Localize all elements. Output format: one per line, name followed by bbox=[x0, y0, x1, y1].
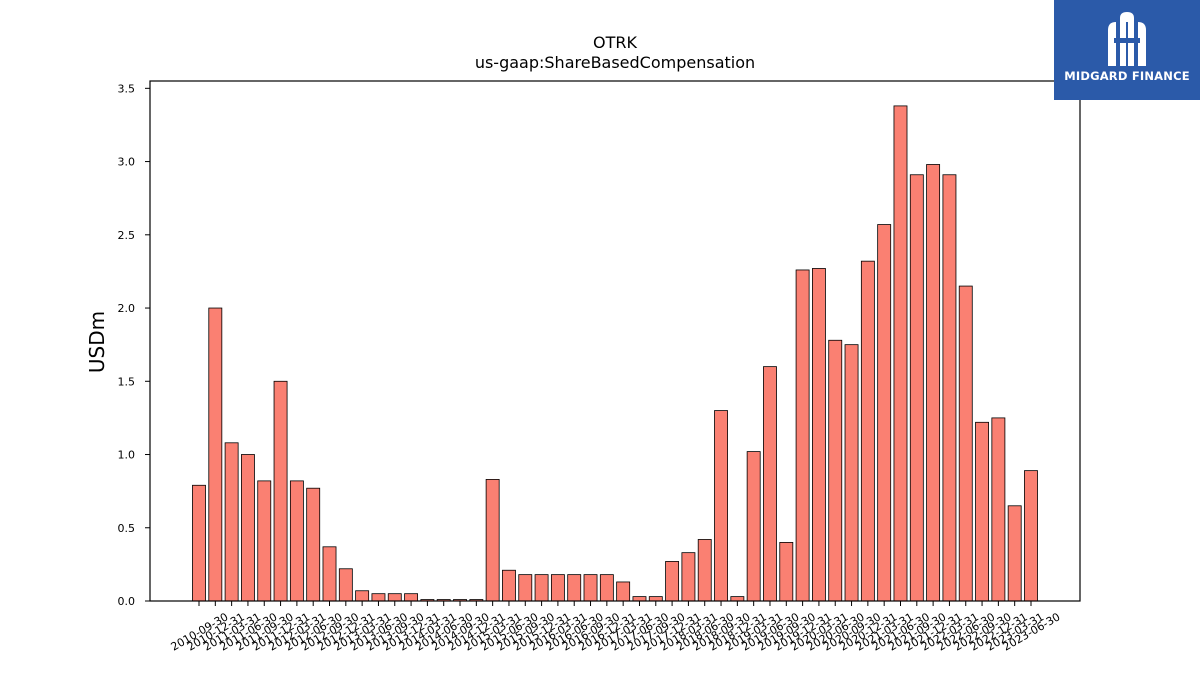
bar-2022-03-31 bbox=[942, 174, 957, 602]
bars-group bbox=[192, 105, 1038, 602]
x-ticks-group: 2010-09-302010-12-312011-03-312011-06-30… bbox=[169, 601, 1063, 654]
bar-2012-06-30 bbox=[306, 487, 321, 602]
bar-2020-12-31 bbox=[860, 260, 875, 602]
bar-2015-09-30 bbox=[518, 574, 533, 602]
chart-subtitle: us-gaap:ShareBasedCompensation bbox=[475, 53, 755, 72]
bar-2016-09-30 bbox=[583, 574, 598, 602]
bar-2010-12-31 bbox=[208, 307, 223, 602]
y-ticks-group: 0.0 0.5 1.0 1.5 2.0 2.5 3.0 3.5 bbox=[118, 82, 150, 608]
bar-2011-06-30 bbox=[241, 454, 255, 602]
bar-2013-09-30 bbox=[387, 593, 402, 602]
bar-2020-09-30 bbox=[844, 344, 859, 602]
y-tick-label: 3.0 bbox=[118, 156, 136, 169]
bar-2021-03-31 bbox=[877, 224, 892, 602]
plot-frame bbox=[149, 80, 1081, 602]
bar-2013-03-31 bbox=[355, 590, 370, 602]
bar-2012-12-31 bbox=[338, 568, 353, 602]
bar-2018-12-31 bbox=[730, 596, 745, 602]
bar-2011-09-30 bbox=[257, 480, 272, 602]
bar-2015-12-31 bbox=[534, 574, 549, 602]
bar-2020-06-30 bbox=[828, 339, 843, 602]
y-tick-label: 1.0 bbox=[118, 449, 136, 462]
bar-2012-03-31 bbox=[289, 480, 304, 602]
chart-title: OTRK bbox=[593, 33, 637, 52]
y-tick-label: 0.0 bbox=[118, 595, 136, 608]
bar-2013-12-31 bbox=[404, 593, 418, 602]
bar-2013-06-30 bbox=[371, 593, 386, 602]
bar-2012-09-30 bbox=[322, 546, 337, 602]
bar-2018-06-30 bbox=[697, 539, 712, 602]
bar-2023-03-31 bbox=[1007, 505, 1022, 602]
bar-2017-06-30 bbox=[632, 596, 647, 602]
logo-mark-icon bbox=[1108, 12, 1146, 66]
y-tick-label: 2.5 bbox=[118, 229, 136, 242]
y-tick-label: 2.0 bbox=[118, 302, 136, 315]
bar-2020-03-31 bbox=[812, 268, 826, 602]
bar-2016-06-30 bbox=[567, 574, 582, 602]
y-tick-label: 1.5 bbox=[118, 375, 136, 388]
bar-2018-03-31 bbox=[681, 552, 696, 602]
bar-2023-06-30 bbox=[1024, 470, 1038, 602]
bar-2017-03-31 bbox=[616, 581, 631, 602]
bar-2011-03-31 bbox=[224, 442, 239, 602]
bar-2017-12-31 bbox=[665, 561, 680, 602]
logo-text: MIDGARD FINANCE bbox=[1064, 69, 1190, 83]
bar-2021-06-30 bbox=[893, 105, 908, 602]
bar-2021-09-30 bbox=[909, 174, 924, 602]
y-axis-label: USDm bbox=[85, 311, 109, 373]
bar-2015-03-31 bbox=[485, 479, 500, 602]
bar-2021-12-31 bbox=[926, 164, 941, 602]
bar-2016-03-31 bbox=[550, 574, 565, 602]
bar-2019-03-31 bbox=[746, 451, 761, 602]
bar-2019-09-30 bbox=[779, 542, 794, 602]
bar-2016-12-31 bbox=[599, 574, 614, 602]
bar-2022-06-30 bbox=[958, 285, 973, 602]
bar-2019-06-30 bbox=[763, 366, 777, 602]
bar-2022-09-30 bbox=[975, 421, 989, 602]
y-tick-label: 3.5 bbox=[118, 82, 136, 95]
bar-2015-06-30 bbox=[502, 569, 516, 602]
bar-2010-09-30 bbox=[192, 484, 206, 602]
brand-logo: MIDGARD FINANCE bbox=[1054, 0, 1200, 100]
bar-2019-12-31 bbox=[795, 269, 810, 602]
bar-2018-09-30 bbox=[714, 410, 728, 602]
y-tick-label: 0.5 bbox=[118, 522, 136, 535]
bar-2011-12-31 bbox=[273, 380, 288, 602]
bar-2017-09-30 bbox=[648, 596, 663, 602]
bar-2022-12-31 bbox=[991, 417, 1006, 602]
